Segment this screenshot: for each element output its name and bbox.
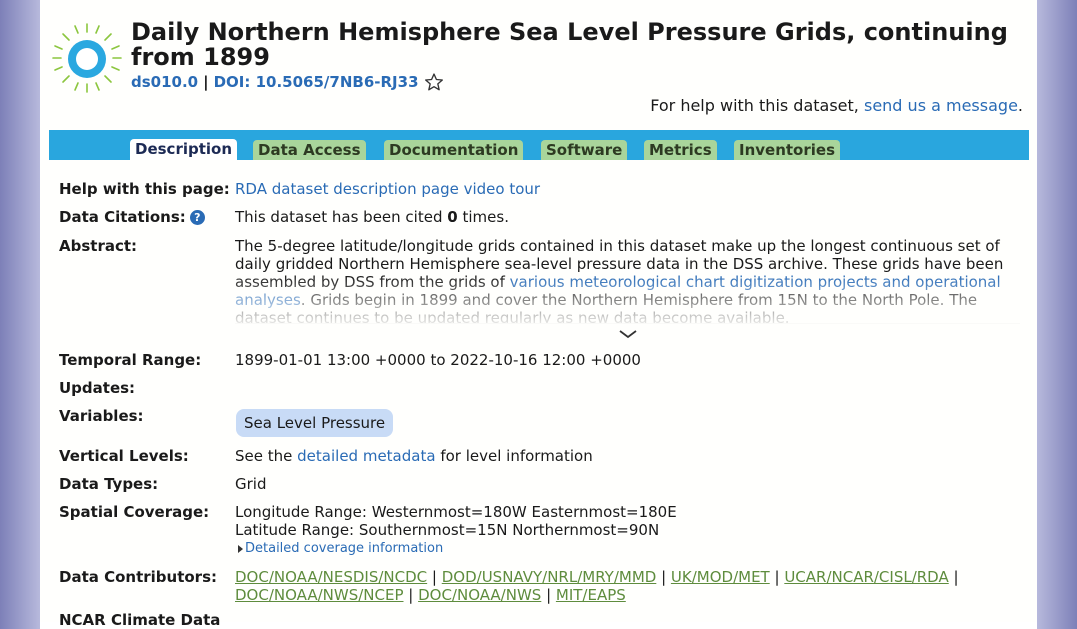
types-label: Data Types:: [59, 475, 159, 493]
citations-label: Data Citations:: [59, 208, 186, 226]
tab-description[interactable]: Description: [130, 139, 238, 160]
help-question-icon[interactable]: ?: [189, 210, 205, 225]
variable-pill[interactable]: Sea Level Pressure: [236, 409, 394, 437]
vertical-suffix: for level information: [440, 447, 593, 465]
separator: |: [203, 73, 209, 91]
send-message-link[interactable]: send us a message: [863, 96, 1018, 115]
ncar-climate-label: NCAR Climate Data: [59, 611, 221, 629]
help-suffix: .: [1017, 96, 1023, 115]
longitude-range: Longitude Range: Westernmost=180W Easter…: [235, 503, 677, 521]
page: Daily Northern Hemisphere Sea Level Pres…: [40, 0, 1037, 629]
updates-label: Updates:: [59, 379, 136, 397]
contributor-link[interactable]: MIT/EAPS: [555, 586, 626, 604]
vertical-prefix: See the: [235, 447, 293, 465]
help-page-value: RDA dataset description page video tour: [235, 180, 540, 198]
detailed-metadata-link[interactable]: detailed metadata: [297, 447, 436, 465]
citations-label-row: Data Citations:?: [59, 208, 205, 226]
tab-documentation[interactable]: Documentation: [384, 140, 524, 160]
help-page-label: Help with this page:: [59, 180, 230, 198]
page-title: Daily Northern Hemisphere Sea Level Pres…: [131, 18, 1008, 71]
temporal-value: 1899-01-01 13:00 +0000 to 2022-10-16 12:…: [235, 351, 641, 369]
expand-triangle-icon: [238, 544, 243, 553]
types-value: Grid: [235, 475, 267, 493]
abstract-label: Abstract:: [59, 237, 138, 255]
tab-software[interactable]: Software: [541, 140, 628, 160]
citations-count: 0: [447, 208, 458, 226]
contributor-link[interactable]: UK/MOD/MET: [670, 568, 770, 586]
contributor-link[interactable]: DOC/NOAA/NWS/NCEP: [235, 586, 404, 604]
latitude-range: Latitude Range: Southernmost=15N Norther…: [235, 521, 660, 539]
expand-chevron-icon[interactable]: [618, 328, 638, 340]
contributors-list: DOC/NOAA/NESDIS/NCDC | DOD/USNAVY/NRL/MR…: [235, 568, 959, 604]
variables-label: Variables:: [59, 407, 144, 425]
tab-inventories[interactable]: Inventories: [734, 140, 841, 160]
abstract-part2: . Grids begin in 1899 and cover the Nort…: [235, 291, 978, 324]
citations-value: This dataset has been cited 0 times.: [235, 208, 509, 226]
video-tour-link[interactable]: RDA dataset description page video tour: [235, 180, 541, 198]
citations-suffix: times.: [462, 208, 509, 226]
contributor-link[interactable]: DOD/USNAVY/NRL/MRY/MMD: [441, 568, 657, 586]
tab-data-access[interactable]: Data Access: [253, 140, 366, 160]
contributor-link[interactable]: UCAR/NCAR/CISL/RDA: [784, 568, 949, 586]
vertical-value: See the detailed metadata for level info…: [235, 447, 593, 465]
doi-link[interactable]: DOI: 10.5065/7NB6-RJ33: [213, 73, 419, 91]
rda-sun-logo[interactable]: [51, 22, 123, 94]
contributor-link[interactable]: DOC/NOAA/NWS: [418, 586, 542, 604]
tab-metrics[interactable]: Metrics: [644, 140, 717, 160]
temporal-label: Temporal Range:: [59, 351, 202, 369]
spatial-value: Longitude Range: Westernmost=180W Easter…: [235, 503, 677, 539]
abstract-text: The 5-degree latitude/longitude grids co…: [235, 237, 1020, 324]
tab-bar: Description Data Access Documentation So…: [49, 130, 1029, 160]
coverage-link[interactable]: Detailed coverage information: [245, 541, 444, 556]
coverage-toggle[interactable]: Detailed coverage information: [238, 541, 443, 556]
dataset-id-line: ds010.0 | DOI: 10.5065/7NB6-RJ33: [131, 72, 444, 92]
contributor-link[interactable]: DOC/NOAA/NESDIS/NCDC: [235, 568, 428, 586]
dataset-id-link[interactable]: ds010.0: [131, 73, 199, 91]
vertical-label: Vertical Levels:: [59, 447, 189, 465]
bookmark-star-icon[interactable]: [424, 72, 444, 92]
spatial-label: Spatial Coverage:: [59, 503, 210, 521]
help-prefix: For help with this dataset,: [650, 96, 859, 115]
help-line: For help with this dataset, send us a me…: [650, 96, 1023, 115]
contributors-label: Data Contributors:: [59, 568, 218, 586]
citations-prefix: This dataset has been cited: [235, 208, 443, 226]
